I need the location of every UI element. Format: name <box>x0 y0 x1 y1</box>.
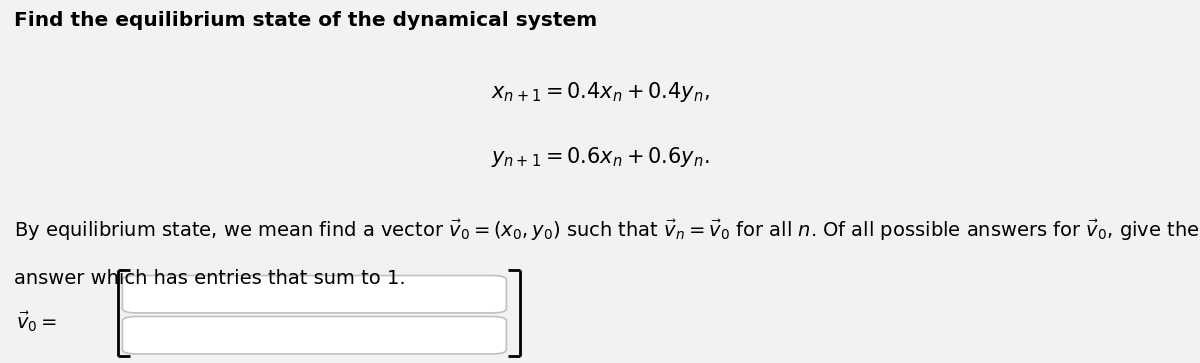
Text: Find the equilibrium state of the dynamical system: Find the equilibrium state of the dynami… <box>14 11 598 30</box>
Text: answer which has entries that sum to 1.: answer which has entries that sum to 1. <box>14 269 406 287</box>
Text: $\vec{v}_0 =$: $\vec{v}_0 =$ <box>17 309 58 334</box>
FancyBboxPatch shape <box>122 276 506 313</box>
FancyBboxPatch shape <box>122 317 506 354</box>
Text: $y_{n+1} = 0.6x_n + 0.6y_n.$: $y_{n+1} = 0.6x_n + 0.6y_n.$ <box>491 145 709 169</box>
Text: $x_{n+1} = 0.4x_n + 0.4y_n,$: $x_{n+1} = 0.4x_n + 0.4y_n,$ <box>491 80 709 104</box>
Text: By equilibrium state, we mean find a vector $\vec{v}_0 = (x_0, y_0)$ such that $: By equilibrium state, we mean find a vec… <box>14 218 1200 243</box>
